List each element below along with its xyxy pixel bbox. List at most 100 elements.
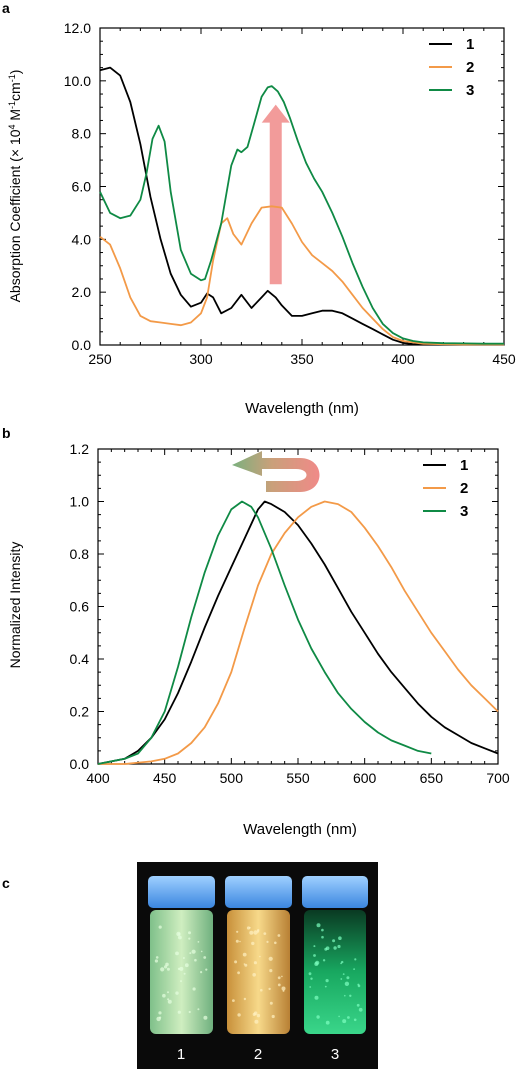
- series-line-1: [97, 500, 499, 765]
- vial-particle: [234, 960, 238, 964]
- legend-label-1: 1: [466, 36, 474, 53]
- vial-particle: [268, 956, 273, 961]
- x-tick-label: 600: [353, 770, 377, 786]
- vial-particle: [260, 988, 263, 992]
- vial-particle: [342, 973, 345, 975]
- vial-particle: [166, 967, 170, 971]
- series-line-1: [99, 66, 504, 346]
- vial-particle: [164, 965, 168, 969]
- vial-particle: [188, 931, 191, 935]
- vial-particle: [203, 1015, 208, 1020]
- vial-particle: [338, 1015, 340, 1018]
- absorption-chart: Absorption Coefficient (× 104 M-1cm-1) W…: [7, 20, 516, 417]
- vial-particle: [200, 950, 203, 953]
- vial-particle: [340, 978, 343, 980]
- vial-particle: [188, 937, 191, 940]
- vial-2: 2: [225, 876, 292, 1063]
- vial-particle: [160, 967, 165, 972]
- series-line-2: [99, 205, 504, 346]
- plot-frame: [97, 448, 499, 765]
- x-tick-label: 450: [153, 770, 177, 786]
- x-tick-label: 400: [86, 770, 110, 786]
- vial-particle: [252, 973, 256, 977]
- vial-particle: [313, 954, 316, 957]
- plot-frame: [99, 27, 505, 346]
- y-tick-label: 4.0: [72, 231, 92, 247]
- vial-particle: [154, 959, 158, 963]
- y-tick-label: 1.2: [70, 441, 90, 457]
- vial-particle: [182, 957, 185, 959]
- vial-particle: [192, 987, 196, 991]
- vial-particle: [167, 991, 169, 994]
- vial-particle: [176, 931, 181, 937]
- x-axis-label: Wavelength (nm): [243, 821, 357, 838]
- vial-glass: [150, 910, 213, 1034]
- vial-particle: [333, 946, 337, 950]
- vial-particle: [165, 962, 169, 967]
- y-axis-label: Normalized Intensity: [7, 542, 23, 669]
- legend-label-2: 2: [460, 480, 468, 497]
- x-tick-label: 350: [290, 351, 314, 367]
- vial-particle: [232, 999, 235, 1002]
- vial-particle: [357, 983, 360, 986]
- vial-particle: [324, 947, 328, 951]
- vial-particle: [184, 963, 189, 968]
- vial-particle: [281, 986, 286, 991]
- vial-particle: [177, 967, 181, 971]
- vial-particle: [242, 952, 247, 957]
- emission-chart: Normalized Intensity Wavelength (nm) 400…: [7, 441, 510, 838]
- vial-particle: [191, 949, 196, 954]
- y-tick-label: 2.0: [72, 284, 92, 300]
- vial-particle: [179, 966, 184, 971]
- vial-particle: [188, 1010, 191, 1014]
- vial-particle: [341, 960, 344, 964]
- vial-particle: [249, 930, 254, 935]
- vial-label: 1: [177, 1046, 185, 1063]
- vial-particle: [316, 923, 321, 928]
- y-tick-label: 8.0: [72, 126, 92, 142]
- vial-particle: [325, 1020, 330, 1025]
- legend-label-2: 2: [466, 59, 474, 76]
- vial-particle: [309, 986, 312, 988]
- vial-particle: [197, 941, 200, 943]
- vial-particle: [259, 955, 261, 958]
- y-tick-label: 0.8: [70, 546, 90, 562]
- vial-particle: [347, 1016, 350, 1019]
- vial-particle: [315, 960, 320, 965]
- vial-particle: [337, 944, 341, 949]
- vial-particle: [162, 993, 166, 998]
- vial-particle: [158, 925, 162, 929]
- vial-particle: [159, 1016, 162, 1019]
- vial-particle: [344, 981, 350, 986]
- vial-particle: [175, 951, 179, 956]
- vial-particle: [237, 971, 241, 975]
- x-axis-label: Wavelength (nm): [245, 400, 359, 417]
- vial-particle: [200, 971, 203, 974]
- vial-particle: [346, 976, 350, 980]
- vial-particle: [314, 995, 319, 1000]
- vial-particle: [243, 963, 246, 965]
- vial-particle: [356, 1003, 360, 1007]
- vial-particle: [189, 952, 192, 955]
- legend-label-3: 3: [466, 82, 474, 99]
- panel-label-a: a: [2, 0, 10, 16]
- vial-particle: [175, 991, 179, 995]
- vial-particle: [167, 999, 172, 1004]
- vial-3: 3: [302, 876, 368, 1063]
- y-tick-label: 0.0: [72, 337, 92, 353]
- vial-glass: [227, 910, 290, 1034]
- vial-particle: [358, 1007, 363, 1012]
- vial-particle: [251, 941, 255, 946]
- panel-label-c: c: [2, 875, 10, 891]
- x-tick-label: 650: [420, 770, 444, 786]
- vial-particle: [310, 977, 313, 980]
- vial-particle: [263, 932, 267, 935]
- vial-particle: [313, 945, 316, 948]
- series-line-3: [97, 500, 432, 765]
- y-tick-label: 0.6: [70, 599, 90, 615]
- vial-label: 2: [254, 1046, 262, 1063]
- vial-particle: [155, 956, 159, 959]
- vial-particle: [332, 939, 336, 943]
- x-tick-label: 300: [189, 351, 213, 367]
- x-tick-label: 500: [220, 770, 244, 786]
